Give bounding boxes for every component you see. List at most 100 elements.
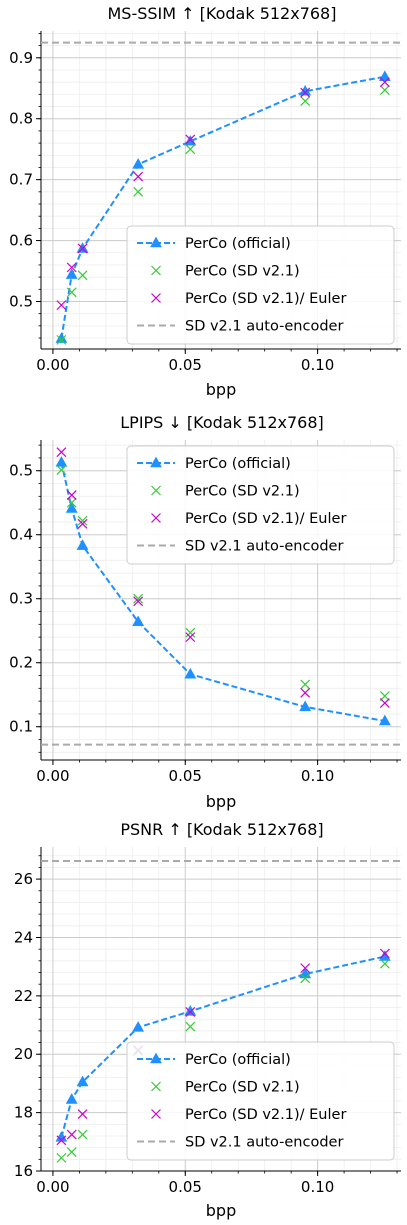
y-tick-label: 0.9 — [9, 49, 33, 67]
x-tick-label: 0.10 — [301, 1178, 334, 1196]
euler-point-marker — [66, 490, 77, 500]
euler-point-marker — [185, 134, 196, 145]
legend-swatch-triangle — [150, 1052, 162, 1064]
official-point-marker — [378, 950, 391, 961]
legend-swatch-x — [151, 1109, 161, 1119]
y-tick-label: 0.6 — [9, 232, 33, 250]
chart-panel-1: 0.00 0.05 0.10 0.5 0.6 0.7 0.8 0.9 MS-SSIM ↑ [Ko… — [9, 4, 401, 399]
official-point-marker — [184, 1005, 197, 1016]
y-tick-label: 0.8 — [9, 110, 33, 128]
euler-point-marker — [185, 1006, 196, 1017]
x-tick-label: 0.00 — [36, 767, 69, 785]
legend-label: PerCo (SD v2.1)/ Euler — [185, 1107, 346, 1123]
official-point-marker — [76, 539, 89, 550]
euler-point-marker — [300, 687, 311, 698]
legend-label: PerCo (official) — [185, 1052, 291, 1068]
chart-title: PSNR ↑ [Kodak 512x768] — [120, 820, 323, 839]
sd21-point-marker — [66, 287, 77, 298]
y-tick-label: 26 — [14, 870, 33, 888]
euler-point-marker — [56, 447, 67, 458]
euler-point-marker — [77, 1109, 88, 1120]
legend-swatch-triangle — [150, 456, 162, 468]
y-tick-label: 18 — [14, 1104, 33, 1122]
y-tick-label: 0.5 — [9, 462, 33, 480]
sd21-point-marker — [77, 1129, 88, 1140]
official-point-marker — [65, 268, 78, 279]
euler-point-marker — [300, 87, 311, 98]
sd21-point-marker — [185, 627, 196, 638]
legend-box — [126, 445, 395, 565]
euler-point-marker — [66, 262, 77, 273]
x-tick-label: 0.00 — [36, 1178, 69, 1196]
legend-label: PerCo (SD v2.1) — [185, 484, 300, 500]
official-point-marker — [132, 1021, 145, 1032]
official-point-marker — [378, 70, 391, 81]
y-tick-label: 0.7 — [9, 171, 33, 189]
euler-point-marker — [379, 948, 390, 959]
chart-panel-2: 0.00 0.05 0.10 0.1 0.2 0.3 0.4 0.5 LPIPS ↓ [Koda… — [9, 413, 401, 811]
euler-point-marker — [300, 963, 311, 974]
legend-label: PerCo (SD v2.1) — [185, 1080, 300, 1096]
y-tick-label: 22 — [14, 987, 33, 1005]
euler-point-marker — [185, 632, 196, 643]
euler-point-marker — [56, 300, 67, 311]
x-tick-label: 0.10 — [301, 356, 334, 374]
legend-box — [126, 225, 395, 345]
x-axis-label: bpp — [206, 1201, 236, 1220]
legend-box — [126, 1041, 395, 1161]
y-tick-label: 0.5 — [9, 292, 33, 310]
legend-label: SD v2.1 auto-encoder — [185, 1135, 343, 1151]
x-axis-label: bpp — [206, 792, 236, 811]
sd21-point-marker — [133, 593, 144, 604]
sd21-point-marker — [379, 958, 390, 969]
legend-swatch-x — [151, 513, 161, 523]
x-tick-label: 0.05 — [169, 1178, 202, 1196]
sd21-point-marker — [56, 1152, 67, 1163]
legend: PerCo (official) PerCo (SD v2.1) PerCo (SD… — [126, 225, 395, 345]
y-tick-label: 0.2 — [9, 654, 33, 672]
official-point-marker — [299, 700, 312, 712]
legend-label: PerCo (official) — [185, 236, 291, 252]
legend-label: PerCo (SD v2.1)/ Euler — [185, 511, 346, 527]
legend-swatch-triangle — [150, 236, 162, 248]
sd21-point-marker — [66, 497, 77, 508]
sd21-point-marker — [77, 270, 88, 281]
legend-swatch-x — [151, 293, 161, 303]
legend: PerCo (official) PerCo (SD v2.1) PerCo (SD… — [126, 445, 395, 565]
euler-point-marker — [133, 171, 144, 182]
sd21-point-marker — [185, 1021, 196, 1032]
euler-point-marker — [77, 243, 88, 254]
legend-swatch-x — [151, 1081, 161, 1092]
euler-point-marker — [77, 518, 88, 529]
sd21-point-marker — [56, 334, 67, 345]
legend-label: PerCo (SD v2.1) — [185, 264, 300, 280]
sd21-point-marker — [379, 85, 390, 96]
official-point-marker — [132, 615, 145, 627]
sd21-point-marker — [300, 96, 311, 106]
legend-swatch-x — [151, 485, 161, 496]
sd21-point-marker — [300, 973, 311, 984]
official-point-marker — [55, 1131, 68, 1142]
official-point-marker — [65, 502, 78, 513]
sd21-point-marker — [66, 1147, 77, 1157]
euler-point-marker — [133, 596, 144, 607]
x-axis-label: bpp — [206, 380, 236, 399]
euler-point-marker — [56, 1135, 67, 1146]
official-point-marker — [132, 158, 145, 169]
legend-label: PerCo (official) — [185, 456, 291, 472]
euler-point-marker — [379, 698, 390, 708]
legend-label: PerCo (SD v2.1)/ Euler — [185, 291, 346, 307]
legend: PerCo (official) PerCo (SD v2.1) PerCo (SD… — [126, 1041, 395, 1161]
sd21-point-marker — [300, 679, 311, 690]
sd21-point-marker — [379, 691, 390, 701]
official-point-marker — [55, 456, 68, 467]
x-tick-label: 0.00 — [36, 356, 69, 374]
legend-swatch-x — [151, 265, 161, 276]
euler-point-marker — [66, 1129, 77, 1140]
y-tick-label: 24 — [14, 928, 33, 946]
y-tick-label: 0.4 — [9, 526, 33, 544]
legend-label: SD v2.1 auto-encoder — [185, 319, 343, 335]
official-point-marker — [184, 667, 197, 679]
